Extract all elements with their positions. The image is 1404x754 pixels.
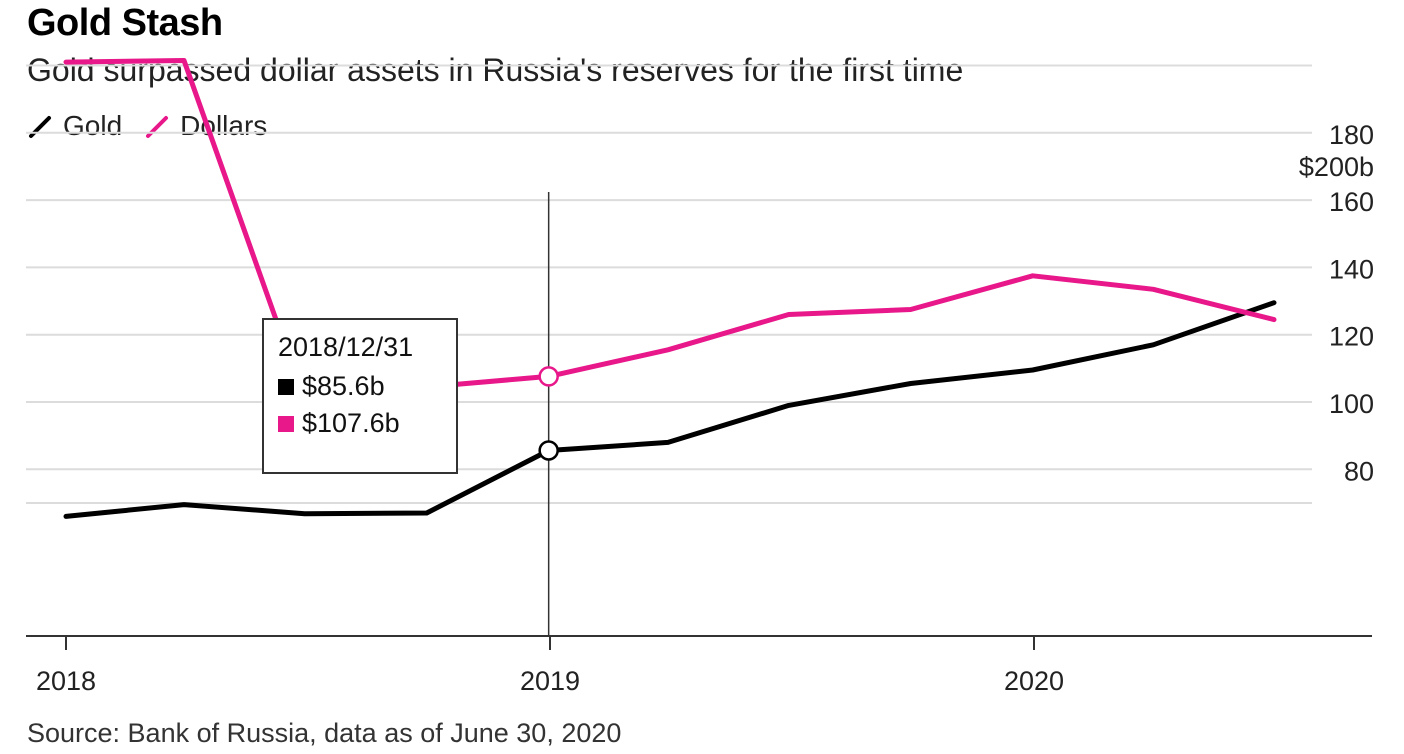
highlight-marker-gold: [538, 440, 559, 461]
chart-title: Gold Stash: [27, 2, 223, 44]
y-tick-label: 100: [1329, 389, 1374, 419]
gold-swatch-icon: [278, 378, 294, 395]
tooltip-row-dollars: $107.6b: [278, 408, 456, 439]
tooltip-dollars-value: $107.6b: [302, 408, 400, 438]
y-tick-label: $200b: [1299, 152, 1374, 182]
tooltip-row-gold: $85.6b: [278, 371, 456, 402]
x-tick-label: 2018: [36, 666, 96, 696]
legend-label-gold: Gold: [63, 110, 123, 141]
series-line-gold: [63, 300, 1277, 519]
tooltip-date: 2018/12/31: [278, 332, 414, 362]
y-tick-label: 180: [1329, 120, 1374, 150]
highlight-marker-dollars: [538, 366, 559, 387]
y-tick-label: 160: [1329, 187, 1374, 217]
y-tick-label: 80: [1344, 456, 1374, 486]
y-tick-label: 120: [1329, 322, 1374, 352]
legend-label-dollars: Dollars: [180, 110, 268, 141]
y-tick-label: 140: [1329, 254, 1374, 284]
source-note: Source: Bank of Russia, data as of June …: [27, 718, 622, 748]
chart-subtitle: Gold surpassed dollar assets in Russia's…: [27, 52, 964, 88]
dollars-swatch-icon: [278, 415, 294, 432]
tooltip-gold-value: $85.6b: [302, 371, 385, 401]
tooltip: 2018/12/31 $85.6b $107.6b: [262, 318, 458, 474]
series-line-dollars: [63, 58, 1277, 403]
x-tick-label: 2020: [1004, 666, 1064, 696]
x-tick-label: 2019: [520, 666, 580, 696]
